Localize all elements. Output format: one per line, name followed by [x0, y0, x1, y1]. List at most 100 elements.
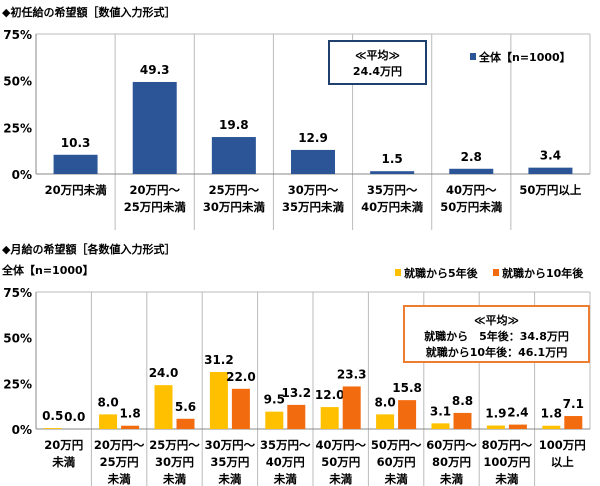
- bar: [370, 171, 415, 174]
- bar: [486, 425, 505, 429]
- bar: [154, 385, 173, 429]
- legend-label: 就職から10年後: [502, 266, 584, 280]
- bar: [176, 418, 195, 429]
- bar: [564, 416, 583, 429]
- data-label: 0.0: [64, 410, 85, 424]
- data-label: 3.4: [540, 149, 561, 163]
- data-label: 10.3: [61, 136, 91, 150]
- x-tick-label: 60万円: [377, 455, 416, 469]
- x-tick-label: 20万円: [44, 438, 83, 452]
- data-label: 31.2: [204, 353, 234, 367]
- y-tick-label: 75%: [3, 28, 32, 42]
- x-tick-label: 以上: [551, 455, 574, 469]
- average-box: [328, 40, 427, 85]
- x-tick-label: 30万円～: [288, 183, 339, 197]
- legend-swatch: [493, 269, 499, 276]
- bar: [209, 372, 228, 429]
- x-tick-label: 60万円～: [426, 438, 477, 452]
- bar: [99, 414, 118, 429]
- x-tick-label: 25万円: [100, 455, 139, 469]
- bar: [449, 168, 494, 174]
- data-label: 15.8: [392, 381, 422, 395]
- bar: [265, 411, 284, 429]
- average-title: ≪平均≫: [474, 313, 519, 327]
- y-tick-label: 75%: [3, 286, 32, 300]
- bar: [231, 388, 250, 429]
- data-label: 9.5: [264, 393, 285, 407]
- data-label: 24.0: [149, 366, 179, 380]
- average-value: 就職から10年後：46.1万円: [426, 345, 567, 359]
- data-label: 2.4: [507, 406, 528, 420]
- bar: [376, 414, 395, 429]
- y-tick-label: 0%: [12, 423, 32, 437]
- x-tick-label: 35万円: [210, 455, 249, 469]
- y-tick-label: 25%: [3, 377, 32, 391]
- x-tick-label: 30万円: [155, 455, 194, 469]
- x-tick-label: 100万円: [539, 438, 586, 452]
- x-tick-label: 40万円: [266, 455, 305, 469]
- average-value: 就職から 5年後：34.8万円: [424, 329, 569, 343]
- data-label: 22.0: [226, 370, 256, 384]
- data-label: 19.8: [219, 118, 249, 132]
- data-label: 49.3: [140, 63, 170, 77]
- chart2-subtitle: 全体【n=1000】: [1, 263, 94, 277]
- y-tick-label: 25%: [3, 121, 32, 135]
- legend-label: 就職から5年後: [404, 266, 479, 280]
- x-tick-label: 20万円未満: [45, 183, 108, 197]
- x-tick-label: 未満: [217, 472, 241, 486]
- data-label: 23.3: [337, 367, 367, 381]
- bar: [398, 400, 417, 429]
- x-tick-label: 未満: [384, 472, 408, 486]
- x-tick-label: 未満: [494, 472, 518, 486]
- x-tick-label: 50万円以上: [519, 183, 582, 197]
- data-label: 0.5: [42, 409, 63, 423]
- data-label: 1.8: [119, 407, 140, 421]
- data-label: 8.8: [452, 394, 473, 408]
- x-tick-label: 25万円未満: [124, 200, 187, 214]
- data-label: 12.9: [298, 131, 328, 145]
- x-tick-label: 20万円～: [94, 438, 145, 452]
- bar: [431, 423, 450, 429]
- bar: [320, 407, 339, 429]
- bar: [132, 81, 177, 174]
- chart2-title: ◆月給の希望額［各数値入力形式］: [2, 242, 175, 256]
- data-label: 3.1: [430, 404, 451, 418]
- x-tick-label: 35万円～: [260, 438, 311, 452]
- bar: [291, 149, 335, 174]
- chart2: 0% 25% 50% 75% 0.5 8.0 24.0 31.2 9.5 12.0 8.0 3.1 1.…: [3, 266, 591, 486]
- x-tick-label: 35万円未満: [282, 200, 345, 214]
- x-tick-label: 未満: [51, 455, 75, 469]
- bar: [508, 424, 527, 429]
- x-tick-label: 50万円: [321, 455, 360, 469]
- x-tick-label: 未満: [328, 472, 352, 486]
- average-value: 24.4万円: [353, 65, 402, 78]
- legend-label: 全体【n=1000】: [478, 50, 571, 64]
- x-tick-label: 40万円～: [446, 183, 497, 197]
- bar: [121, 425, 140, 429]
- bar: [211, 137, 256, 174]
- data-label: 1.9: [485, 407, 506, 421]
- x-tick-label: 未満: [162, 472, 186, 486]
- data-label: 8.0: [374, 395, 395, 409]
- x-tick-label: 50万円未満: [440, 200, 503, 214]
- data-label: 5.6: [175, 400, 196, 414]
- average-title: ≪平均≫: [355, 48, 400, 62]
- x-tick-label: 30万円未満: [203, 200, 266, 214]
- x-tick-label: 100万円: [483, 455, 530, 469]
- bar: [453, 412, 472, 429]
- data-label: 13.2: [281, 386, 311, 400]
- y-tick-label: 0%: [12, 168, 32, 182]
- bar: [287, 404, 306, 429]
- x-tick-label: 80万円～: [482, 438, 533, 452]
- x-tick-label: 未満: [439, 472, 463, 486]
- average-box: [403, 305, 590, 363]
- x-tick-label: 30万円～: [205, 438, 256, 452]
- data-label: 12.0: [315, 388, 345, 402]
- x-tick-label: 20万円～: [129, 183, 180, 197]
- bar: [53, 154, 98, 174]
- data-label: 2.8: [461, 150, 482, 164]
- bar: [528, 167, 573, 174]
- y-tick-label: 50%: [3, 332, 32, 346]
- bar: [342, 386, 361, 429]
